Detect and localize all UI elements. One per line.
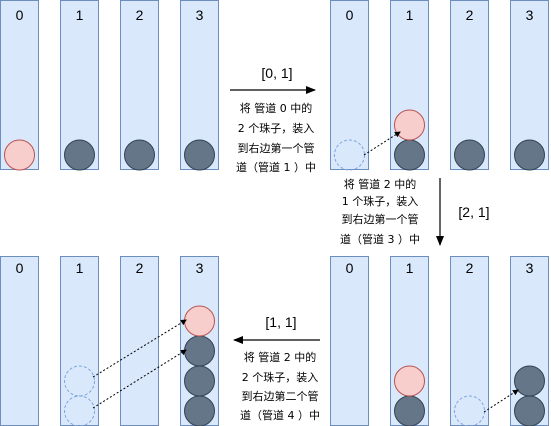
bead-dark [184, 335, 215, 367]
tube-label-3: 3 [526, 260, 534, 276]
tube-label-1: 1 [76, 7, 84, 23]
bead-dark [514, 139, 545, 171]
tube-label-1: 1 [76, 260, 84, 276]
tube-label-1: 1 [406, 7, 414, 23]
tube-label-0: 0 [346, 7, 354, 23]
tube-label-2: 2 [136, 7, 144, 23]
bead-pink [394, 109, 425, 141]
tube-label-2: 2 [136, 260, 144, 276]
tube-label-1: 1 [406, 260, 414, 276]
tube-label-0: 0 [346, 260, 354, 276]
step-1-1: [1, 1] 将 管道 2 中的 2 个珠子，装入 到右边第二个管 道（管道 4… [233, 314, 320, 422]
bead-dark [514, 395, 545, 426]
step-1-1-desc-line-4: 道（管道 4 ）中 [240, 408, 320, 422]
step-1-1-desc-line-2: 2 个珠子，装入 [242, 370, 319, 384]
step-2-1-label: [2, 1] [458, 204, 489, 220]
step-0-1-desc-line-3: 到右边第一个管 [238, 141, 315, 155]
bead-ghost [64, 365, 95, 397]
tube-0 [330, 256, 369, 426]
step-0-1: [0, 1] 将 管道 0 中的 2 个珠子，装入 到右边第一个管 道（管道 1… [230, 65, 316, 174]
bead-dark [184, 395, 215, 426]
tube-0 [330, 0, 369, 170]
bead-dark [394, 139, 425, 171]
bead-dark [184, 365, 215, 397]
bead-pink [184, 305, 215, 337]
step-0-1-label: [0, 1] [261, 65, 292, 81]
step-1-1-label: [1, 1] [265, 314, 296, 330]
move-arrows [92, 131, 519, 413]
bead-ghost [64, 395, 95, 426]
tube-label-3: 3 [196, 260, 204, 276]
bead-dark [394, 395, 425, 426]
step-2-1-desc-line-2: 1 个珠子，装入 [342, 194, 419, 208]
step-0-1-desc-line-2: 2 个珠子，装入 [238, 121, 315, 135]
step-2-1-desc-line-3: 到右边第一个管 [342, 212, 419, 226]
tube-label-3: 3 [196, 7, 204, 23]
tube-2 [120, 256, 159, 426]
tube-label-2: 2 [466, 260, 474, 276]
step-2-1: [2, 1] 将 管道 2 中的 1 个珠子，装入 到右边第一个管 道（管道 3… [340, 177, 490, 246]
panel-bottom-left: 0 1 2 3 [0, 256, 219, 426]
bead-ghost [454, 395, 485, 426]
step-1-1-desc-line-1: 将 管道 2 中的 [244, 350, 317, 364]
tube-2 [450, 256, 489, 426]
panel-top-left: 0 1 2 3 [0, 0, 219, 171]
tube-label-3: 3 [526, 7, 534, 23]
bead-dark [124, 139, 155, 171]
step-2-1-desc-line-4: 道（管道 3 ）中 [340, 232, 420, 246]
tube-label-0: 0 [16, 260, 24, 276]
step-2-1-desc-line-1: 将 管道 2 中的 [344, 177, 417, 191]
bead-dark [514, 365, 545, 397]
move-arrow-2-to-3 [483, 389, 519, 413]
tube-label-0: 0 [16, 7, 24, 23]
bead-dark [454, 139, 485, 171]
tube-2 [120, 0, 159, 170]
bead-dark [64, 139, 95, 171]
bead-dark [184, 139, 215, 171]
panel-top-right: 0 1 2 3 [330, 0, 549, 171]
panel-bottom-right: 0 1 2 3 [330, 256, 549, 426]
bead-pink [4, 139, 35, 171]
step-0-1-desc-line-4: 道（管道 1 ）中 [236, 160, 316, 174]
move-arrow-0-to-1 [363, 131, 401, 156]
tube-1 [60, 256, 99, 426]
bead-pink [394, 365, 425, 397]
tube-0 [0, 256, 39, 426]
step-1-1-desc-line-3: 到右边第二个管 [242, 389, 319, 403]
step-0-1-desc-line-1: 将 管道 0 中的 [240, 101, 313, 115]
tube-label-2: 2 [466, 7, 474, 23]
